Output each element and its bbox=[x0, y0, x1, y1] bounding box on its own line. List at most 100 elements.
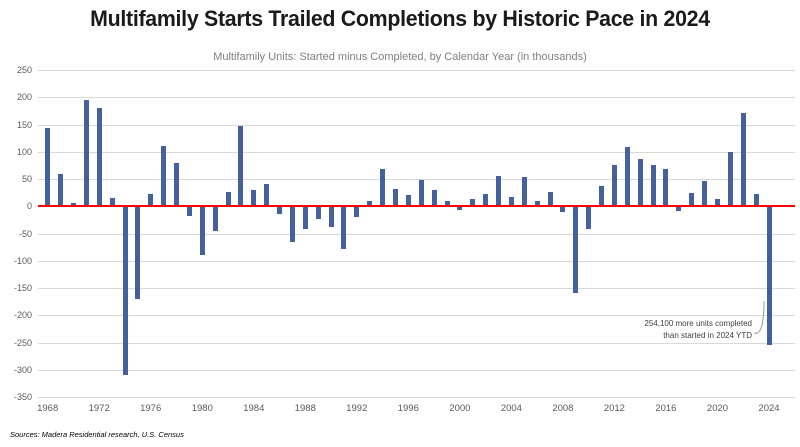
y-axis-label--300: -300 bbox=[13, 364, 32, 375]
y-axis-label--150: -150 bbox=[13, 283, 32, 293]
bar-1996 bbox=[405, 195, 411, 207]
bar-1998 bbox=[431, 189, 437, 207]
bar-2024 bbox=[766, 206, 772, 345]
y-axis-label-50: 50 bbox=[21, 174, 32, 184]
y-axis-label--350: -350 bbox=[13, 392, 32, 402]
bar-1994 bbox=[380, 169, 386, 207]
bar-1992 bbox=[354, 206, 360, 218]
bar-1971 bbox=[83, 100, 89, 207]
bar-1985 bbox=[264, 183, 270, 207]
bar-1970 bbox=[71, 203, 76, 207]
gridline-150 bbox=[38, 124, 795, 126]
bar-1969 bbox=[58, 174, 64, 207]
bar-2021 bbox=[727, 152, 733, 207]
bar-1974 bbox=[122, 206, 128, 376]
bar-2020 bbox=[715, 199, 720, 207]
y-axis-label-250: 250 bbox=[16, 65, 32, 75]
annotation-line-2: than started in 2024 YTD bbox=[663, 330, 752, 340]
x-axis-label-1968: 1968 bbox=[37, 403, 59, 414]
bar-2016 bbox=[663, 168, 669, 207]
bar-1999 bbox=[444, 201, 450, 207]
bar-1979 bbox=[186, 206, 192, 216]
bar-1993 bbox=[367, 201, 373, 207]
gridline--350 bbox=[38, 397, 795, 398]
chart-title: Multifamily Starts Trailed Completions b… bbox=[90, 6, 710, 31]
bar-2003 bbox=[496, 175, 501, 207]
gridline--250 bbox=[38, 342, 795, 344]
bar-2015 bbox=[650, 165, 656, 207]
y-axis-label--200: -200 bbox=[13, 310, 32, 321]
x-axis-label-1984: 1984 bbox=[243, 403, 265, 414]
bar-2023 bbox=[753, 194, 759, 207]
gridline--300 bbox=[38, 369, 795, 371]
bar-1975 bbox=[135, 206, 141, 300]
bar-1976 bbox=[148, 193, 154, 207]
x-axis-label-1980: 1980 bbox=[191, 403, 213, 414]
bar-1973 bbox=[109, 198, 115, 207]
bar-1986 bbox=[277, 206, 282, 215]
x-axis-label-2008: 2008 bbox=[552, 403, 574, 414]
gridline-100 bbox=[38, 151, 795, 153]
y-axis-label-0: 0 bbox=[26, 201, 32, 212]
bar-1997 bbox=[418, 179, 424, 207]
bar-2012 bbox=[611, 164, 617, 207]
bar-2005 bbox=[521, 177, 527, 207]
bar-2019 bbox=[702, 181, 708, 207]
gridline--50 bbox=[38, 233, 795, 235]
bar-2011 bbox=[599, 186, 604, 207]
bar-1968 bbox=[45, 128, 51, 207]
x-axis-label-2020: 2020 bbox=[706, 403, 729, 414]
x-axis-label-1988: 1988 bbox=[294, 403, 316, 414]
gridline-50 bbox=[38, 179, 795, 180]
y-axis-label-100: 100 bbox=[16, 146, 32, 157]
annotation-2024: 254,100 more units completed than starte… bbox=[644, 318, 752, 341]
bar-2002 bbox=[483, 193, 489, 207]
bar-2009 bbox=[573, 206, 579, 294]
bar-2000 bbox=[457, 206, 463, 211]
x-axis-label-2000: 2000 bbox=[449, 403, 471, 414]
bar-2022 bbox=[740, 113, 746, 207]
x-axis-label-2024: 2024 bbox=[758, 403, 780, 414]
bar-1991 bbox=[341, 206, 347, 249]
x-axis-label-2016: 2016 bbox=[655, 403, 677, 414]
bar-2008 bbox=[560, 206, 566, 213]
bar-1980 bbox=[199, 206, 205, 256]
gridline--150 bbox=[38, 288, 795, 289]
x-axis-label-2004: 2004 bbox=[500, 403, 522, 414]
bar-2006 bbox=[534, 201, 540, 207]
bar-2014 bbox=[637, 159, 643, 207]
annotation-line-1: 254,100 more units completed bbox=[644, 319, 752, 328]
y-axis-label--100: -100 bbox=[13, 255, 32, 266]
zero-line bbox=[38, 205, 795, 208]
bar-1982 bbox=[225, 191, 231, 207]
bar-1972 bbox=[96, 108, 102, 207]
y-axis-label-150: 150 bbox=[16, 119, 32, 130]
bar-1987 bbox=[289, 206, 295, 242]
gridline--200 bbox=[38, 315, 795, 317]
bar-1989 bbox=[315, 206, 321, 219]
bar-2004 bbox=[508, 197, 514, 207]
gridline--100 bbox=[38, 260, 795, 262]
bar-1988 bbox=[302, 206, 308, 229]
bar-1984 bbox=[251, 189, 257, 207]
annotation-callout-line bbox=[753, 300, 765, 334]
y-axis-label-200: 200 bbox=[16, 92, 32, 103]
bar-2007 bbox=[547, 192, 553, 207]
chart-subtitle: Multifamily Units: Started minus Complet… bbox=[213, 51, 587, 63]
bar-2013 bbox=[624, 147, 630, 207]
bar-1995 bbox=[393, 188, 398, 207]
x-axis-label-2012: 2012 bbox=[603, 403, 625, 414]
bar-2010 bbox=[586, 206, 592, 229]
gridline-200 bbox=[38, 97, 795, 99]
bar-2001 bbox=[470, 198, 476, 207]
bar-2017 bbox=[676, 206, 682, 211]
gridline-250 bbox=[38, 70, 795, 71]
x-axis-label-1972: 1972 bbox=[88, 403, 110, 414]
bar-1983 bbox=[238, 125, 244, 207]
bar-2018 bbox=[689, 192, 695, 207]
x-axis-label-1996: 1996 bbox=[397, 403, 419, 414]
sources-note: Sources: Madera Residential research, U.… bbox=[10, 430, 184, 439]
y-axis-label--250: -250 bbox=[13, 337, 32, 348]
